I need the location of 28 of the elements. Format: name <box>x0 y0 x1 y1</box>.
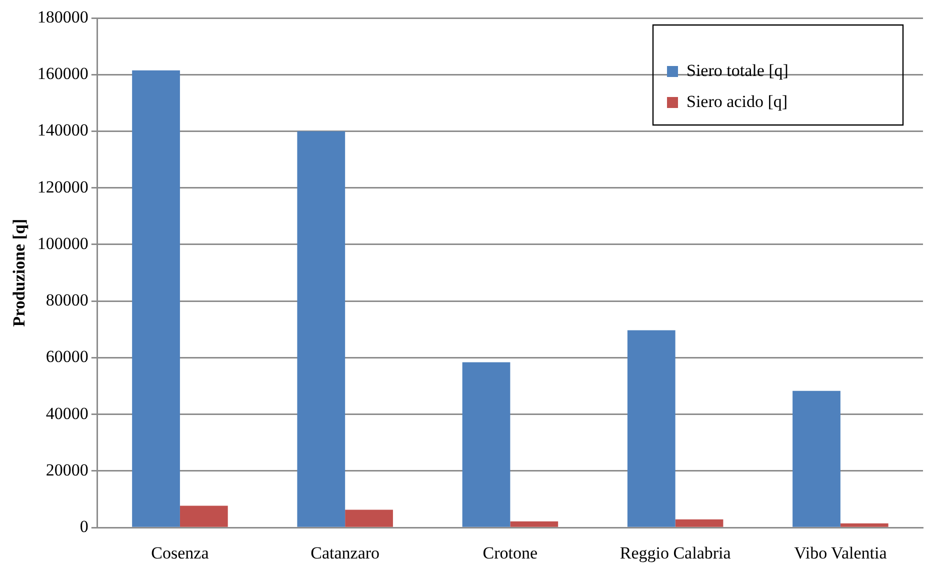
x-tick-label: Crotone <box>482 543 538 562</box>
y-tick-label: 160000 <box>37 64 88 84</box>
bar <box>510 521 558 527</box>
y-tick-label: 120000 <box>37 177 88 196</box>
y-tick-label: 80000 <box>46 290 88 310</box>
legend-label: Siero acido [q] <box>686 92 788 111</box>
y-tick-label: 140000 <box>37 120 88 140</box>
y-tick-label: 60000 <box>46 347 88 366</box>
bar <box>132 70 180 527</box>
x-tick-label: Cosenza <box>151 543 210 562</box>
y-axis-title: Produzione [q] <box>10 218 29 327</box>
x-tick-label: Catanzaro <box>310 543 380 562</box>
legend-label: Siero totale [q] <box>686 60 788 80</box>
bar <box>792 390 840 527</box>
bar <box>297 131 346 527</box>
bar <box>180 506 228 527</box>
bar <box>675 519 724 527</box>
x-tick-label: Reggio Calabria <box>620 543 732 562</box>
y-tick-label: 180000 <box>37 7 88 26</box>
bar <box>840 523 888 527</box>
bar <box>627 330 676 527</box>
bar <box>345 510 393 527</box>
bar <box>462 362 510 527</box>
y-tick-label: 20000 <box>46 460 88 480</box>
x-tick-label: Vibo Valentia <box>794 543 888 562</box>
y-tick-label: 100000 <box>37 234 88 253</box>
y-tick-label: 40000 <box>46 404 88 423</box>
y-tick-label: 0 <box>80 517 88 536</box>
